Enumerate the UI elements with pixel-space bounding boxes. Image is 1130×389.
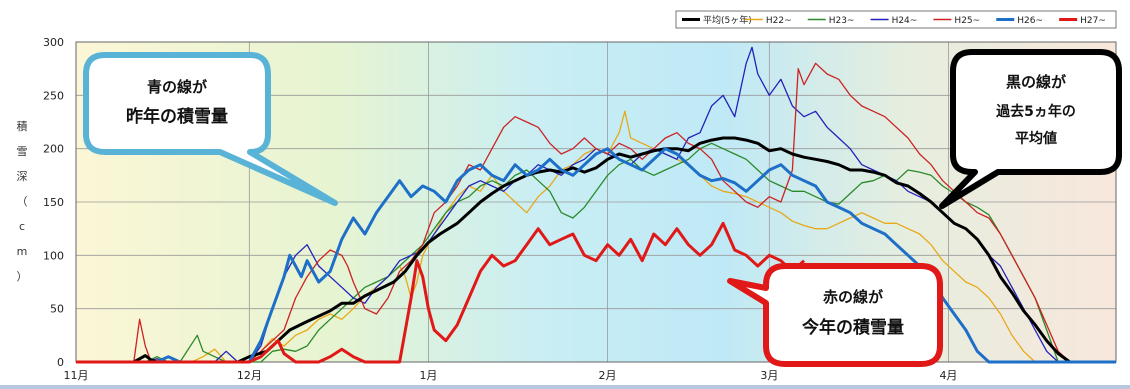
legend-label: H24~ xyxy=(892,16,918,26)
x-axis: 11月 12月 1月 2月 3月 4月 xyxy=(64,369,958,382)
x-tick-label: 11月 xyxy=(64,369,89,382)
y-axis-label-char: 深 xyxy=(17,170,28,183)
x-tick-label: 2月 xyxy=(599,369,617,382)
x-tick-label: 12月 xyxy=(237,369,262,382)
legend-label: H22~ xyxy=(766,16,792,26)
legend-label: H25~ xyxy=(954,16,980,26)
x-tick-label: 3月 xyxy=(760,369,778,382)
legend-label: H26~ xyxy=(1017,16,1043,26)
y-tick-label: 0 xyxy=(57,356,64,369)
y-axis: 0 50 100 150 200 250 300 xyxy=(43,36,64,369)
y-axis-label-char: 積 xyxy=(17,119,28,133)
callout-this-year-line2: 今年の積雪量 xyxy=(802,317,904,338)
y-axis-label-char: m xyxy=(17,245,28,258)
legend: 平均(5ヶ年) H22~ H23~ H24~ H25~ H26~ H27~ xyxy=(675,10,1117,29)
series-line-1 xyxy=(76,136,1116,364)
legend-label: H23~ xyxy=(829,16,855,26)
y-tick-label: 200 xyxy=(43,143,64,156)
series-line-6 xyxy=(76,147,1116,364)
series-line-2 xyxy=(76,110,1116,363)
y-tick-label: 50 xyxy=(50,303,64,316)
series-line-5 xyxy=(76,62,1116,363)
callout-average-bubble xyxy=(939,49,1122,209)
y-axis-label-char: ） xyxy=(17,270,28,283)
series-line-7 xyxy=(76,221,806,364)
y-tick-label: 150 xyxy=(43,196,64,209)
callout-this-year-line1: 赤の線が xyxy=(823,288,884,306)
y-tick-label: 250 xyxy=(43,89,64,102)
callout-last-year-bubble xyxy=(83,52,338,206)
y-tick-label: 300 xyxy=(43,36,64,49)
callout-average-line3: 平均値 xyxy=(1015,130,1057,147)
plot-frame xyxy=(75,41,1117,363)
legend-label: H27~ xyxy=(1080,16,1106,26)
y-axis-label-char: c xyxy=(19,220,25,233)
y-tick-label: 100 xyxy=(43,249,64,262)
callout-average-line1: 黒の線が xyxy=(1006,73,1067,91)
legend-box xyxy=(675,10,1117,29)
legend-label: 平均(5ヶ年) xyxy=(703,14,752,26)
callout-this-year-bubble xyxy=(727,263,943,367)
callout-average-line2: 過去5ヵ年の xyxy=(995,103,1076,120)
y-axis-label: 積雪深 （ cm ） xyxy=(17,119,28,283)
x-tick-label: 1月 xyxy=(419,369,437,382)
callout-last-year-line2: 昨年の積雪量 xyxy=(126,106,228,127)
series-lines xyxy=(76,46,1116,364)
callout-last-year-line1: 青の線が xyxy=(147,78,208,96)
y-axis-label-char: （ xyxy=(17,195,28,208)
x-tick-label: 4月 xyxy=(939,369,957,382)
series-line-3 xyxy=(76,142,1116,363)
y-axis-label-char: 雪 xyxy=(17,145,28,158)
